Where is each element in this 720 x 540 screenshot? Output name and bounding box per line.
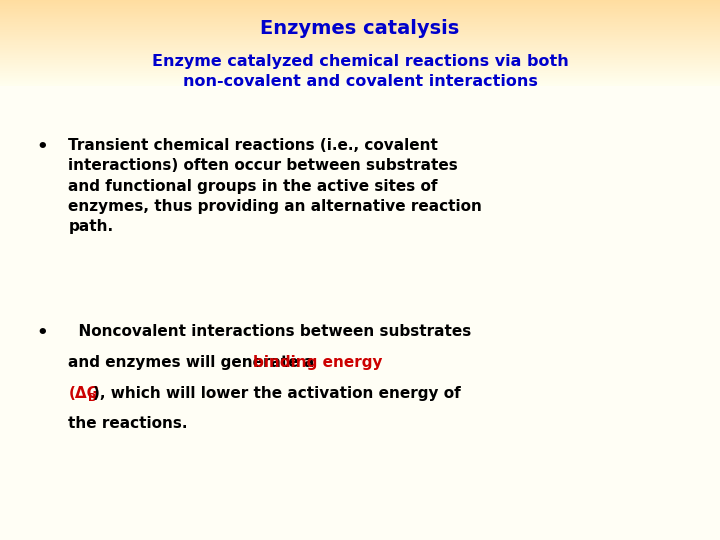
Bar bbox=[0, 70, 720, 71]
Bar bbox=[0, 17, 720, 18]
Bar bbox=[0, 51, 720, 52]
Bar bbox=[0, 74, 720, 75]
Bar bbox=[0, 60, 720, 61]
Bar bbox=[0, 28, 720, 29]
Bar bbox=[0, 80, 720, 82]
Text: B: B bbox=[89, 393, 96, 403]
Bar bbox=[0, 53, 720, 54]
Bar bbox=[0, 42, 720, 43]
Bar bbox=[0, 13, 720, 14]
Bar bbox=[0, 29, 720, 30]
Text: Enzymes catalysis: Enzymes catalysis bbox=[261, 19, 459, 38]
Text: Noncovalent interactions between substrates: Noncovalent interactions between substra… bbox=[68, 324, 472, 339]
Text: •: • bbox=[36, 324, 48, 342]
Text: Enzyme catalyzed chemical reactions via both
non-covalent and covalent interacti: Enzyme catalyzed chemical reactions via … bbox=[152, 54, 568, 89]
Bar bbox=[0, 57, 720, 58]
Bar bbox=[0, 8, 720, 9]
Text: the reactions.: the reactions. bbox=[68, 416, 188, 431]
Bar bbox=[0, 45, 720, 46]
Bar bbox=[0, 78, 720, 79]
Bar bbox=[0, 56, 720, 57]
Bar bbox=[0, 35, 720, 36]
Bar bbox=[0, 26, 720, 28]
Bar bbox=[0, 38, 720, 39]
Bar bbox=[0, 1, 720, 2]
Bar bbox=[0, 21, 720, 22]
Bar bbox=[0, 52, 720, 53]
Bar bbox=[0, 20, 720, 21]
Bar bbox=[0, 18, 720, 19]
Bar bbox=[0, 15, 720, 16]
Bar bbox=[0, 59, 720, 60]
Text: and enzymes will generate a: and enzymes will generate a bbox=[68, 355, 320, 370]
Bar bbox=[0, 79, 720, 80]
Bar bbox=[0, 44, 720, 45]
Bar bbox=[0, 75, 720, 76]
Bar bbox=[0, 25, 720, 26]
Bar bbox=[0, 37, 720, 38]
Text: (ΔG: (ΔG bbox=[68, 386, 99, 401]
Bar bbox=[0, 62, 720, 63]
Bar bbox=[0, 72, 720, 73]
Bar bbox=[0, 64, 720, 65]
Bar bbox=[0, 32, 720, 33]
Bar bbox=[0, 54, 720, 55]
Bar bbox=[0, 47, 720, 48]
Bar bbox=[0, 36, 720, 37]
Bar bbox=[0, 68, 720, 69]
Bar bbox=[0, 19, 720, 20]
Bar bbox=[0, 16, 720, 17]
Bar bbox=[0, 12, 720, 13]
Bar bbox=[0, 69, 720, 70]
Bar bbox=[0, 14, 720, 15]
Bar bbox=[0, 77, 720, 78]
Bar bbox=[0, 39, 720, 40]
Bar bbox=[0, 4, 720, 5]
Bar bbox=[0, 48, 720, 49]
Bar bbox=[0, 40, 720, 41]
Bar bbox=[0, 58, 720, 59]
Bar bbox=[0, 73, 720, 74]
Text: binding energy: binding energy bbox=[253, 355, 383, 370]
Bar bbox=[0, 9, 720, 10]
Bar bbox=[0, 43, 720, 44]
Bar bbox=[0, 65, 720, 66]
Bar bbox=[0, 55, 720, 56]
Bar bbox=[0, 61, 720, 62]
Bar bbox=[0, 46, 720, 47]
Text: •: • bbox=[36, 138, 48, 156]
Bar bbox=[0, 31, 720, 32]
Bar bbox=[0, 30, 720, 31]
Bar bbox=[0, 24, 720, 25]
Text: Transient chemical reactions (i.e., covalent
interactions) often occur between s: Transient chemical reactions (i.e., cova… bbox=[68, 138, 482, 234]
Bar bbox=[0, 0, 720, 1]
Bar bbox=[0, 82, 720, 83]
Bar bbox=[0, 66, 720, 67]
Bar bbox=[0, 10, 720, 11]
Bar bbox=[0, 84, 720, 85]
Bar bbox=[0, 3, 720, 4]
Bar bbox=[0, 49, 720, 50]
Bar bbox=[0, 50, 720, 51]
Bar bbox=[0, 83, 720, 84]
Bar bbox=[0, 7, 720, 8]
Bar bbox=[0, 5, 720, 6]
Bar bbox=[0, 23, 720, 24]
Bar bbox=[0, 67, 720, 68]
Bar bbox=[0, 11, 720, 12]
Bar bbox=[0, 41, 720, 42]
Text: ), which will lower the activation energy of: ), which will lower the activation energ… bbox=[93, 386, 461, 401]
Bar bbox=[0, 2, 720, 3]
Bar bbox=[0, 63, 720, 64]
Bar bbox=[0, 6, 720, 7]
Bar bbox=[0, 34, 720, 35]
Bar bbox=[0, 76, 720, 77]
Bar bbox=[0, 71, 720, 72]
Bar bbox=[0, 33, 720, 34]
Bar bbox=[0, 85, 720, 86]
Bar bbox=[0, 22, 720, 23]
